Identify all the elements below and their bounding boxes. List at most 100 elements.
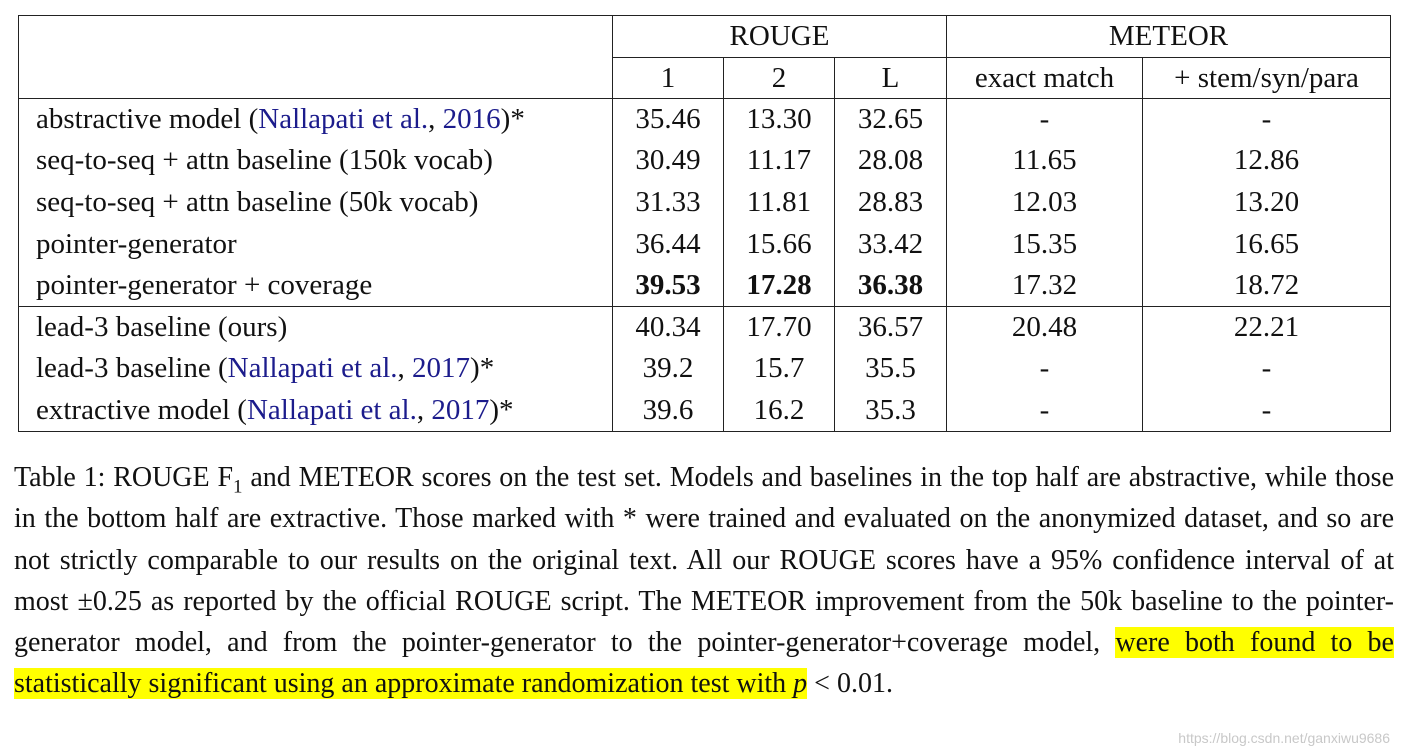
row-label: seq-to-seq + attn baseline (50k vocab) [18, 181, 613, 224]
column-header: 2 [723, 57, 835, 99]
subscript: 1 [233, 476, 243, 498]
score-cell: 11.81 [723, 181, 835, 224]
score-cell: 36.57 [834, 305, 947, 349]
score-cell: 12.86 [1142, 140, 1391, 182]
score-cell: 11.17 [723, 140, 835, 182]
score-cell: 16.2 [723, 389, 835, 432]
table-row: seq-to-seq + attn baseline (150k vocab) 3… [18, 140, 1391, 182]
label-text: , [397, 352, 413, 385]
score-cell: 17.32 [946, 264, 1143, 307]
score-cell: 13.30 [723, 98, 835, 141]
label-text: pointer-generator + coverage [36, 268, 373, 301]
score-cell: 39.6 [612, 389, 724, 432]
citation: Nallapati et al. [227, 352, 398, 385]
citation: 2016 [442, 103, 501, 136]
score-cell: - [1142, 348, 1391, 390]
table-section: abstractive model (Nallapati et al., 201… [18, 98, 1391, 307]
column-header: exact match [946, 57, 1143, 99]
highlight: p [793, 668, 808, 700]
score-cell: 30.49 [612, 140, 724, 182]
score-cell: - [946, 389, 1143, 432]
table-row: pointer-generator 36.44 15.66 33.42 15.35 16.… [18, 223, 1391, 265]
score: 17.28 [746, 268, 812, 301]
citation: Nallapati et al. [258, 103, 429, 136]
score-cell: 15.35 [946, 223, 1143, 265]
table-section: lead-3 baseline (ours) 40.34 17.70 36.57 20.… [18, 305, 1391, 432]
score-cell: 12.03 [946, 181, 1143, 224]
table-row: seq-to-seq + attn baseline (50k vocab) 31… [18, 181, 1391, 224]
group-header: ROUGE [612, 15, 947, 58]
caption-text: Table 1: ROUGE F [14, 462, 234, 493]
score-cell: 36.38 [834, 264, 947, 307]
table-row: extractive model (Nallapati et al., 2017… [18, 389, 1391, 432]
label-text: abstractive model ( [36, 103, 259, 136]
corner-cell [18, 15, 613, 99]
score-cell: - [1142, 389, 1391, 432]
row-label: pointer-generator [18, 223, 613, 265]
score-cell: 35.5 [834, 348, 947, 390]
caption-text: < 0.01. [807, 668, 893, 700]
caption-text: were both found to be statistically sign… [14, 627, 1394, 700]
label-text: lead-3 baseline ( [36, 352, 228, 385]
label-text: )* [470, 352, 495, 385]
label-text: pointer-generator [36, 227, 237, 260]
score-cell: 35.46 [612, 98, 724, 141]
row-label: seq-to-seq + attn baseline (150k vocab) [18, 140, 613, 182]
score-cell: 28.83 [834, 181, 947, 224]
citation: 2017 [412, 352, 471, 385]
score-cell: 11.65 [946, 140, 1143, 182]
table-row: lead-3 baseline (Nallapati et al., 2017)… [18, 348, 1391, 390]
citation: 2017 [431, 393, 490, 426]
score: 39.53 [635, 268, 701, 301]
score-cell: 40.34 [612, 305, 724, 349]
label-text: seq-to-seq + attn baseline (50k vocab) [36, 185, 479, 218]
table-row: lead-3 baseline (ours) 40.34 17.70 36.57 20.… [18, 305, 1391, 349]
score-cell: 32.65 [834, 98, 947, 141]
score-cell: 13.20 [1142, 181, 1391, 224]
score-cell: 36.44 [612, 223, 724, 265]
table-caption: Table 1: ROUGE F1 and METEOR scores on t… [14, 457, 1394, 705]
score-cell: 33.42 [834, 223, 947, 265]
caption-text: and METEOR scores on the test set. Model… [14, 462, 1394, 659]
score-cell: 15.66 [723, 223, 835, 265]
table-row: pointer-generator + coverage 39.53 17.28 36… [18, 264, 1391, 307]
group-header: METEOR [946, 15, 1391, 58]
header-row: ROUGE METEOR [18, 15, 1391, 99]
row-label: lead-3 baseline (ours) [18, 305, 613, 349]
score-cell: 18.72 [1142, 264, 1391, 307]
score-cell: - [946, 98, 1143, 141]
score: 36.38 [857, 268, 924, 301]
label-text: extractive model ( [36, 393, 247, 426]
score-cell: - [1142, 98, 1391, 141]
row-label: pointer-generator + coverage [18, 264, 613, 307]
label-text: )* [500, 103, 525, 136]
row-label: extractive model (Nallapati et al., 2017… [18, 389, 613, 432]
row-label: lead-3 baseline (Nallapati et al., 2017)… [18, 348, 613, 390]
math-symbol: p [793, 668, 808, 700]
column-header: 1 [612, 57, 724, 99]
score-cell: 22.21 [1142, 305, 1391, 349]
label-text: lead-3 baseline (ours) [36, 311, 288, 344]
label-text: seq-to-seq + attn baseline (150k vocab) [36, 144, 493, 177]
table-row: abstractive model (Nallapati et al., 201… [18, 98, 1391, 141]
score-cell: 35.3 [834, 389, 947, 432]
score-cell: 17.70 [723, 305, 835, 349]
row-label: abstractive model (Nallapati et al., 201… [18, 98, 613, 141]
column-header: + stem/syn/para [1142, 57, 1391, 99]
score-cell: 31.33 [612, 181, 724, 224]
score-cell: 17.28 [723, 264, 835, 307]
score-cell: - [946, 348, 1143, 390]
score-cell: 39.2 [612, 348, 724, 390]
watermark: https://blog.csdn.net/ganxiwu9686 [1178, 730, 1390, 746]
column-header: L [834, 57, 947, 99]
citation: Nallapati et al. [246, 393, 417, 426]
score-cell: 15.7 [723, 348, 835, 390]
score-cell: 20.48 [946, 305, 1143, 349]
label-text: )* [489, 393, 514, 426]
label-text: , [416, 393, 432, 426]
score-cell: 16.65 [1142, 223, 1391, 265]
